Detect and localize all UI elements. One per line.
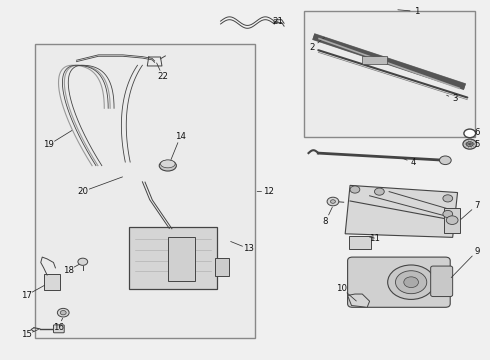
Polygon shape <box>347 294 369 307</box>
Text: 14: 14 <box>175 132 186 141</box>
FancyBboxPatch shape <box>53 325 64 333</box>
Ellipse shape <box>159 160 176 171</box>
Text: 16: 16 <box>53 323 64 332</box>
FancyBboxPatch shape <box>129 227 217 289</box>
Text: 4: 4 <box>411 158 416 167</box>
Circle shape <box>443 195 453 202</box>
Text: 22: 22 <box>157 72 169 81</box>
Circle shape <box>327 197 339 206</box>
Text: 3: 3 <box>452 94 458 103</box>
Circle shape <box>466 141 473 147</box>
Circle shape <box>440 156 451 165</box>
Circle shape <box>388 265 435 300</box>
Text: 17: 17 <box>21 291 31 300</box>
Circle shape <box>443 210 453 217</box>
Circle shape <box>331 200 335 203</box>
FancyBboxPatch shape <box>431 266 453 297</box>
FancyBboxPatch shape <box>44 274 60 290</box>
Circle shape <box>374 188 384 195</box>
Text: 11: 11 <box>369 234 380 243</box>
FancyBboxPatch shape <box>444 208 461 233</box>
Text: 5: 5 <box>474 140 480 149</box>
Text: 9: 9 <box>474 247 480 256</box>
Text: 10: 10 <box>336 284 347 293</box>
Circle shape <box>463 139 477 149</box>
FancyBboxPatch shape <box>215 258 229 276</box>
Ellipse shape <box>160 160 175 168</box>
Circle shape <box>78 258 88 265</box>
Text: 7: 7 <box>474 201 480 210</box>
Circle shape <box>446 216 458 225</box>
Text: 6: 6 <box>474 128 480 137</box>
Text: 20: 20 <box>77 187 88 196</box>
Text: 2: 2 <box>310 43 315 52</box>
Circle shape <box>404 277 418 288</box>
Text: 12: 12 <box>263 187 274 196</box>
Text: 19: 19 <box>43 140 54 149</box>
Circle shape <box>350 186 360 193</box>
Bar <box>304 12 475 137</box>
Text: 21: 21 <box>273 17 284 26</box>
FancyBboxPatch shape <box>347 257 450 307</box>
FancyBboxPatch shape <box>168 237 195 281</box>
Text: 13: 13 <box>244 244 254 253</box>
Circle shape <box>57 309 69 317</box>
Bar <box>35 44 255 338</box>
FancyBboxPatch shape <box>362 56 387 64</box>
Text: 18: 18 <box>63 266 74 275</box>
Circle shape <box>60 311 66 315</box>
Polygon shape <box>345 185 458 237</box>
Circle shape <box>395 271 427 294</box>
Text: 15: 15 <box>21 330 31 339</box>
Text: 8: 8 <box>323 217 328 226</box>
FancyBboxPatch shape <box>349 236 370 249</box>
Text: 1: 1 <box>414 7 420 16</box>
Circle shape <box>464 129 476 138</box>
